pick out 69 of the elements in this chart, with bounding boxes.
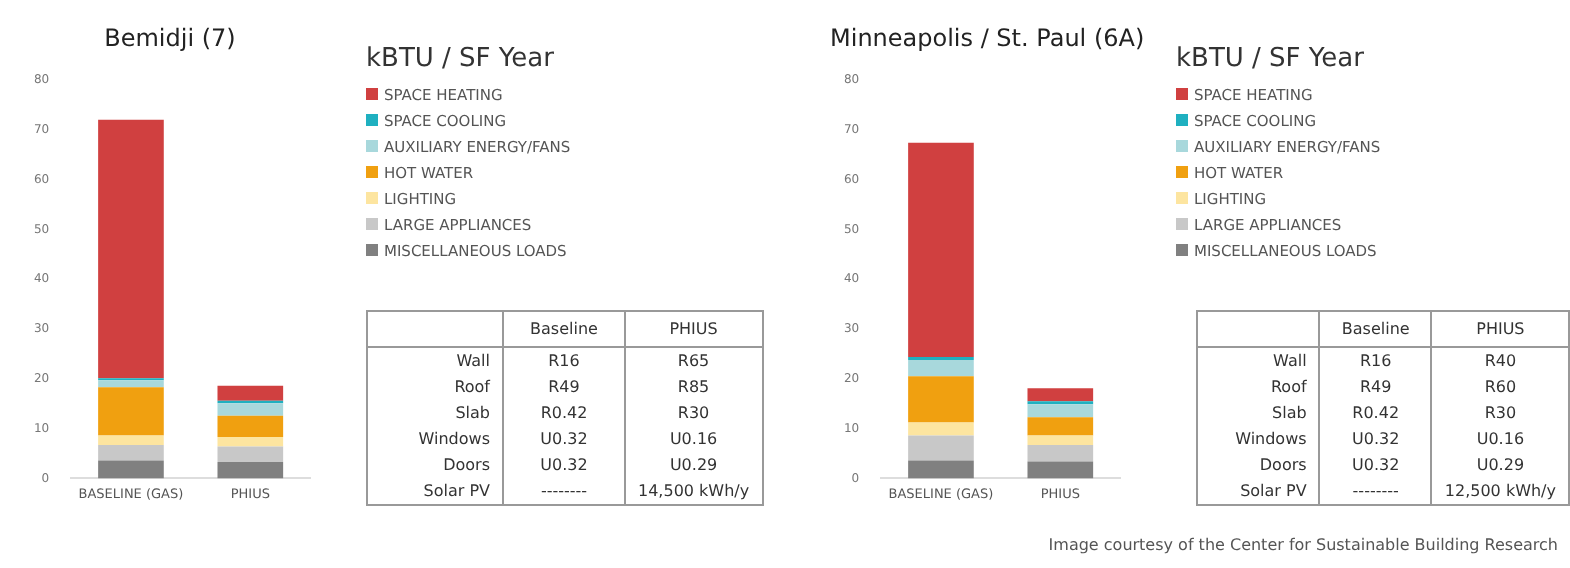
text: 14,500 kWh/y xyxy=(638,482,750,500)
bar xyxy=(1027,435,1094,446)
text: R85 xyxy=(677,378,710,396)
bar xyxy=(217,415,284,438)
bar xyxy=(98,380,164,388)
text: -------- xyxy=(540,482,588,500)
text: U0.16 xyxy=(669,430,718,448)
bar xyxy=(98,435,164,446)
bar xyxy=(908,359,974,377)
category-label: Windows xyxy=(418,430,490,448)
text: U0.32 xyxy=(1352,456,1400,474)
bar xyxy=(908,142,974,357)
text: R40 xyxy=(1484,352,1517,370)
text: U0.32 xyxy=(540,430,588,448)
category-label: PHIUS xyxy=(625,312,762,347)
text: R49 xyxy=(1359,378,1392,396)
bar xyxy=(217,437,284,447)
bar xyxy=(217,385,284,401)
text: -------- xyxy=(1352,482,1399,500)
bar xyxy=(908,376,974,423)
category-label: Slab xyxy=(1272,404,1307,422)
bar xyxy=(217,403,284,416)
text: U0.16 xyxy=(1476,430,1525,448)
bar xyxy=(908,435,974,461)
category-label: Roof xyxy=(1270,378,1307,396)
category-label: Wall xyxy=(1273,352,1307,370)
bar xyxy=(908,422,974,436)
category-label: Solar PV xyxy=(1240,482,1307,500)
bar xyxy=(1027,404,1094,418)
category-label: PHIUS xyxy=(1431,312,1568,347)
text: U0.32 xyxy=(1352,430,1400,448)
text: R16 xyxy=(1359,352,1392,370)
text: Image courtesy of the Center for Sustainable Building Research xyxy=(1048,536,1558,554)
text: R30 xyxy=(1484,404,1517,422)
text: R30 xyxy=(677,404,710,422)
text: U0.29 xyxy=(669,456,718,474)
category-label: Roof xyxy=(454,378,490,396)
text: R0.42 xyxy=(1352,404,1400,422)
bar xyxy=(1027,445,1094,462)
category-label: Baseline xyxy=(1319,312,1432,347)
chart-title: Minneapolis / St. Paul (6A) xyxy=(830,24,1145,52)
category-label: Solar PV xyxy=(423,482,490,500)
text: R49 xyxy=(548,378,580,396)
chart-title: Bemidji (7) xyxy=(102,24,238,52)
text: 12,500 kWh/y xyxy=(1444,482,1556,500)
text: U0.29 xyxy=(1476,456,1525,474)
bar xyxy=(217,461,284,479)
legend-title: kBTU / SF Year xyxy=(1176,44,1366,74)
bar xyxy=(1027,417,1094,436)
bar xyxy=(1027,461,1094,479)
legend-title: kBTU / SF Year xyxy=(366,44,556,74)
category-label: Doors xyxy=(443,456,490,474)
bar xyxy=(217,446,284,462)
bar xyxy=(98,387,164,436)
bar xyxy=(908,460,974,479)
bar xyxy=(98,445,164,461)
category-label: Baseline xyxy=(503,312,625,347)
text: R0.42 xyxy=(540,404,588,422)
category-label: Doors xyxy=(1259,456,1307,474)
text: R65 xyxy=(677,352,710,370)
bar xyxy=(98,460,164,479)
text: R16 xyxy=(548,352,580,370)
category-label: Slab xyxy=(455,404,490,422)
category-label: Windows xyxy=(1235,430,1307,448)
text: U0.32 xyxy=(540,456,588,474)
bar xyxy=(1027,388,1094,402)
category-label: Wall xyxy=(456,352,490,370)
text: R60 xyxy=(1484,378,1517,396)
bar xyxy=(98,119,164,379)
